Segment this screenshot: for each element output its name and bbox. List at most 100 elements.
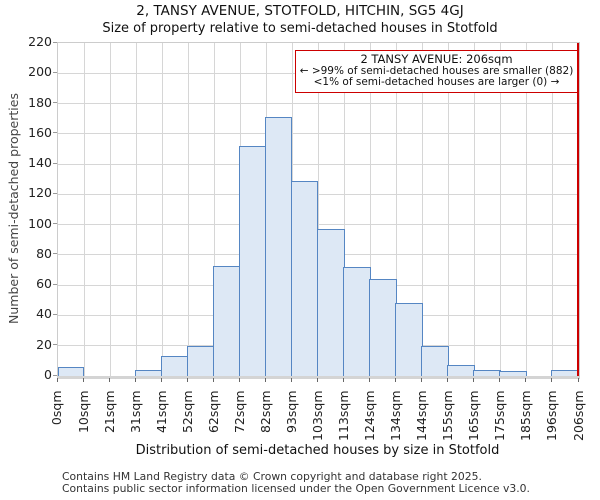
v-gridline — [318, 43, 319, 376]
x-tick — [290, 378, 292, 382]
x-tick-label: 21sqm — [101, 390, 117, 434]
v-gridline — [526, 43, 528, 376]
v-gridline — [552, 43, 554, 376]
histogram-bar — [290, 180, 319, 376]
y-tick-label: 160 — [28, 124, 52, 140]
x-tick — [473, 378, 475, 382]
histogram-bar — [238, 145, 267, 376]
x-tick-label: 72sqm — [231, 390, 247, 434]
histogram-bar — [134, 369, 163, 376]
x-tick-label: 103sqm — [310, 390, 325, 441]
y-axis-label-wrap: Number of semi-detached properties — [0, 42, 26, 375]
histogram-bar — [551, 369, 579, 376]
histogram-bar — [186, 345, 215, 376]
x-tick — [317, 378, 318, 382]
annotation-title: 2 TANSY AVENUE: 206sqm — [360, 52, 513, 66]
v-gridline — [213, 43, 215, 376]
chart-subtitle: Size of property relative to semi-detach… — [102, 21, 498, 36]
histogram-bar — [421, 345, 449, 376]
x-tick-label: 10sqm — [75, 390, 91, 434]
v-gridline — [500, 43, 502, 376]
x-tick — [551, 378, 553, 382]
y-tick — [53, 162, 57, 164]
v-gridline — [370, 43, 372, 376]
x-tick — [212, 378, 214, 382]
footer-line-2: Contains public sector information licen… — [62, 481, 530, 495]
x-tick — [577, 378, 579, 382]
y-tick-label: 180 — [28, 94, 52, 110]
x-tick — [421, 378, 423, 382]
x-tick — [499, 378, 501, 382]
x-tick-label: 175sqm — [492, 390, 508, 441]
annotation-smaller-line: ← >99% of semi-detached houses are small… — [299, 64, 574, 77]
histogram-bar — [395, 303, 423, 376]
footer: Contains HM Land Registry data © Crown c… — [62, 471, 530, 494]
x-tick-label: 113sqm — [336, 390, 352, 441]
x-axis-label: Distribution of semi-detached houses by … — [135, 443, 500, 458]
y-tick-label: 120 — [28, 185, 52, 201]
y-tick — [53, 313, 57, 315]
plot-area — [57, 42, 580, 379]
y-tick — [53, 253, 57, 255]
histogram-bar — [369, 279, 397, 376]
x-tick-label: 134sqm — [388, 390, 404, 441]
x-tick-label: 196sqm — [544, 390, 560, 441]
y-tick-label: 140 — [28, 155, 52, 171]
histogram-bar — [447, 365, 475, 376]
x-tick-label: 206sqm — [570, 390, 586, 441]
x-tick-label: 155sqm — [440, 390, 456, 441]
x-tick — [264, 378, 266, 382]
x-tick-label: 185sqm — [518, 390, 534, 441]
y-tick-label: 0 — [44, 367, 52, 382]
x-tick — [160, 378, 162, 382]
x-tick — [525, 378, 527, 382]
histogram-bar — [317, 229, 345, 376]
y-tick-label: 100 — [28, 215, 52, 231]
x-tick-label: 82sqm — [257, 390, 273, 434]
histogram-bar — [264, 117, 293, 376]
y-tick — [53, 344, 57, 346]
y-tick-label: 40 — [36, 306, 52, 322]
v-gridline — [83, 43, 85, 376]
histogram-bar — [160, 356, 189, 376]
x-tick — [134, 378, 136, 382]
v-gridline — [135, 43, 137, 376]
v-gridline — [396, 43, 398, 376]
y-tick — [53, 374, 57, 376]
histogram-bar — [212, 265, 241, 376]
y-tick — [53, 283, 57, 285]
v-gridline — [422, 43, 424, 376]
x-tick-label: 0sqm — [49, 390, 65, 426]
x-tick-label: 124sqm — [362, 390, 378, 441]
histogram-bar — [499, 371, 527, 376]
x-tick — [108, 378, 110, 382]
y-tick — [53, 41, 57, 43]
y-tick-label: 80 — [36, 245, 52, 261]
x-tick-label: 165sqm — [466, 390, 482, 441]
x-tick-label: 41sqm — [153, 390, 169, 434]
y-tick-label: 20 — [36, 336, 52, 352]
x-tick-label: 52sqm — [179, 390, 195, 434]
x-tick-label: 31sqm — [127, 390, 143, 434]
x-tick — [186, 378, 188, 382]
x-tick — [82, 378, 84, 382]
y-tick — [53, 192, 57, 194]
x-tick — [447, 378, 449, 382]
v-gridline — [474, 43, 476, 376]
x-tick — [238, 378, 240, 382]
y-tick — [53, 223, 57, 225]
x-tick-label: 93sqm — [283, 390, 299, 434]
y-tick-label: 200 — [28, 64, 52, 80]
v-gridline — [187, 43, 189, 376]
x-tick — [395, 378, 397, 382]
y-tick-label: 220 — [28, 34, 52, 49]
annotation-larger-line: <1% of semi-detached houses are larger (… — [313, 76, 560, 88]
histogram-bar — [343, 267, 371, 376]
v-gridline — [161, 43, 163, 376]
y-tick — [53, 71, 57, 73]
v-gridline — [344, 43, 346, 376]
x-tick — [343, 378, 345, 382]
annotation-box: 2 TANSY AVENUE: 206sqm ← >99% of semi-de… — [295, 50, 578, 93]
footer-line-1: Contains HM Land Registry data © Crown c… — [62, 470, 482, 483]
